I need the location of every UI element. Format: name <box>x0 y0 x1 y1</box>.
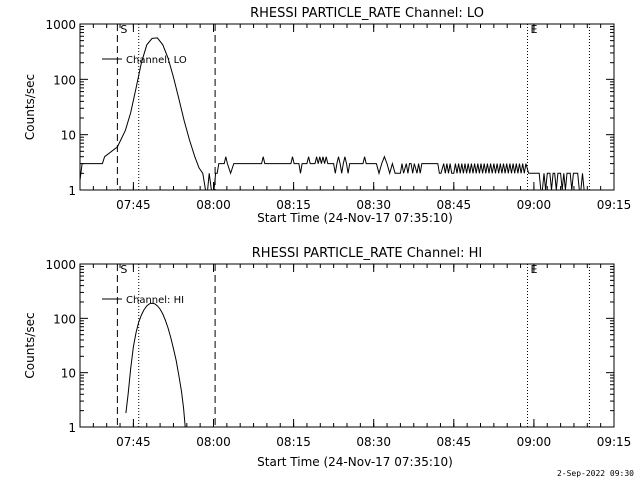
panel-2-title: RHESSI PARTICLE_RATE Channel: HI <box>252 246 482 261</box>
panel-2-y-tick-label-2: 100 <box>53 312 76 326</box>
panel-1-x-tick-label-1: 08:00 <box>196 198 231 212</box>
panel-2-series-line-0 <box>125 302 186 428</box>
panel-1-marker-label-0: S <box>120 23 127 36</box>
panel-1-y-tick-label-3: 1000 <box>45 18 76 32</box>
panel-2-marker-label-0: S <box>120 263 127 276</box>
panel-1-y-tick-label-1: 10 <box>61 129 76 143</box>
panel-2-x-tick-label-2: 08:15 <box>276 435 311 449</box>
panel-1-marker-label-3: E <box>530 23 537 36</box>
panel-1-x-axis-label: Start Time (24-Nov-17 07:35:10) <box>257 211 453 225</box>
panel-2-legend-label: Channel: HI <box>126 295 184 306</box>
panel-2-plot-frame <box>79 263 615 428</box>
panel-2-y-tick-label-1: 10 <box>61 367 76 381</box>
panel-2-x-tick-label-5: 09:00 <box>517 435 552 449</box>
panel-1-y-axis-label: Counts/sec <box>23 74 37 140</box>
panel-1-x-tick-label-3: 08:30 <box>356 198 391 212</box>
panel-2-y-axis-label: Counts/sec <box>23 312 37 378</box>
panel-1-x-tick-label-5: 09:00 <box>517 198 552 212</box>
panel-2-x-tick-label-1: 08:00 <box>196 435 231 449</box>
panel-1-title: RHESSI PARTICLE_RATE Channel: LO <box>250 6 484 21</box>
panel-1-y-tick-label-2: 100 <box>53 73 76 87</box>
panel-2-y-tick-label-3: 1000 <box>45 258 76 272</box>
panel-2-x-tick-label-6: 09:15 <box>597 435 632 449</box>
panel-2-y-tick-label-0: 1 <box>68 421 76 435</box>
panel-2-x-tick-label-4: 08:45 <box>437 435 472 449</box>
panel-2-x-tick-label-3: 08:30 <box>356 435 391 449</box>
footer-timestamp: 2-Sep-2022 09:30 <box>556 469 634 478</box>
panel-2-x-axis-label: Start Time (24-Nov-17 07:35:10) <box>257 455 453 469</box>
panel-1-x-tick-label-4: 08:45 <box>437 198 472 212</box>
panel-1-series-line-0 <box>79 37 587 191</box>
panel-1-x-tick-label-0: 07:45 <box>116 198 151 212</box>
panel-2-marker-label-3: E <box>530 263 537 276</box>
panel-1-y-tick-label-0: 1 <box>68 184 76 198</box>
panel-1-x-tick-label-2: 08:15 <box>276 198 311 212</box>
panel-1-legend-label: Channel: LO <box>126 55 187 66</box>
panel-1-x-tick-label-6: 09:15 <box>597 198 632 212</box>
panel-2-x-tick-label-0: 07:45 <box>116 435 151 449</box>
